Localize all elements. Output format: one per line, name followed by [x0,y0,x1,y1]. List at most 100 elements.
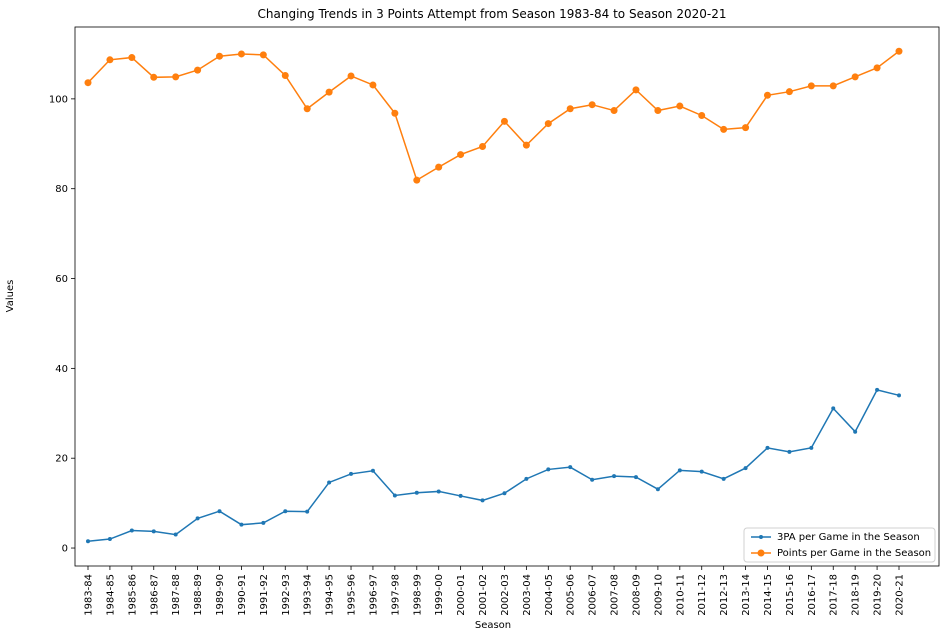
x-tick-label: 1998-99 [412,574,423,616]
x-tick-label: 1995-96 [347,574,358,616]
data-point [261,520,266,525]
data-point [281,72,289,80]
data-point [873,64,881,72]
data-point [369,81,377,89]
x-tick-label: 2008-09 [631,574,642,616]
x-tick-label: 1988-89 [193,574,204,616]
x-tick-label: 1997-98 [390,574,401,616]
data-point [106,56,114,64]
x-tick-label: 2014-15 [763,574,774,616]
data-point [720,125,728,133]
data-point [435,163,443,171]
data-point [391,109,399,117]
data-point [654,107,662,115]
data-point [173,532,178,537]
data-point [546,467,551,472]
x-tick-label: 2017-18 [829,574,840,616]
data-point [392,493,397,498]
data-point [86,539,90,544]
x-tick-label: 1999-00 [434,574,445,616]
y-tick-label: 20 [55,454,68,465]
data-point [895,47,903,55]
x-tick-label: 2006-07 [588,574,599,616]
data-point [787,449,792,454]
x-axis: 1983-84 1984-85 1985-86 1986-87 1987-88 1988-… [84,566,906,616]
y-axis-label: Values [5,280,16,313]
data-point [239,522,244,527]
x-tick-label: 2002-03 [500,574,511,616]
data-point [150,73,158,81]
data-point [129,528,134,533]
data-point [809,445,814,450]
x-tick-label: 2010-11 [675,574,686,616]
data-point [610,107,618,115]
series-layer [84,47,903,544]
y-tick-label: 40 [55,364,68,375]
x-axis-label: Season [475,620,511,631]
data-point [677,468,682,473]
legend: 3PA per Game in the Season Points per Ga… [743,527,936,563]
y-tick-label: 100 [49,94,68,105]
plot-area [74,26,940,567]
x-tick-label: 2018-19 [851,574,862,616]
data-point [851,73,859,81]
x-tick-label: 2015-16 [785,574,796,616]
data-point [458,493,463,498]
x-tick-label: 1993-94 [303,574,314,616]
x-tick-label: 2016-17 [807,574,818,616]
data-point [897,393,901,398]
y-axis: 0 20 40 60 80 100 [49,94,75,555]
data-point [875,387,880,392]
data-point [305,509,310,514]
x-tick-label: 2020-21 [895,574,906,616]
x-tick-label: 1989-90 [215,574,226,616]
y-tick-label: 0 [62,544,68,555]
data-point [414,490,419,495]
x-tick-label: 1986-87 [149,574,160,616]
x-tick-label: 2000-01 [456,574,467,616]
x-tick-label: 1983-84 [84,574,95,616]
legend-marker-3pa [759,535,763,539]
data-point [655,487,660,492]
x-tick-label: 2009-10 [653,574,664,616]
data-point [831,406,836,411]
series-line-0 [87,389,900,543]
data-point [853,429,858,434]
data-point [107,537,112,542]
data-point [721,476,726,481]
data-point [151,529,156,534]
data-point [743,466,748,471]
data-point [612,474,617,479]
legend-label-3pa: 3PA per Game in the Season [777,532,920,543]
data-point [742,124,750,132]
data-point [303,105,311,113]
data-point [699,469,704,474]
data-point [457,151,465,159]
data-point [283,509,288,514]
data-point [216,52,224,60]
data-point [632,86,640,94]
data-point [436,489,441,494]
data-point [698,111,706,119]
data-point [765,445,770,450]
data-point [522,141,530,149]
y-tick-label: 60 [55,274,68,285]
data-point [568,465,573,470]
x-tick-label: 2007-08 [610,574,621,616]
data-point [327,480,332,485]
data-point [566,105,574,113]
x-tick-label: 2001-02 [478,574,489,616]
chart-title: Changing Trends in 3 Points Attempt from… [258,7,727,21]
x-tick-label: 1990-91 [237,574,248,616]
data-point [195,516,200,521]
x-tick-label: 2013-14 [741,574,752,616]
data-point [325,88,333,96]
x-tick-label: 2003-04 [522,574,533,616]
x-tick-label: 1985-86 [127,574,138,616]
y-tick-label: 80 [55,184,68,195]
data-point [128,54,136,62]
x-tick-label: 1987-88 [171,574,182,616]
data-point [544,120,552,128]
legend-box [743,527,936,563]
